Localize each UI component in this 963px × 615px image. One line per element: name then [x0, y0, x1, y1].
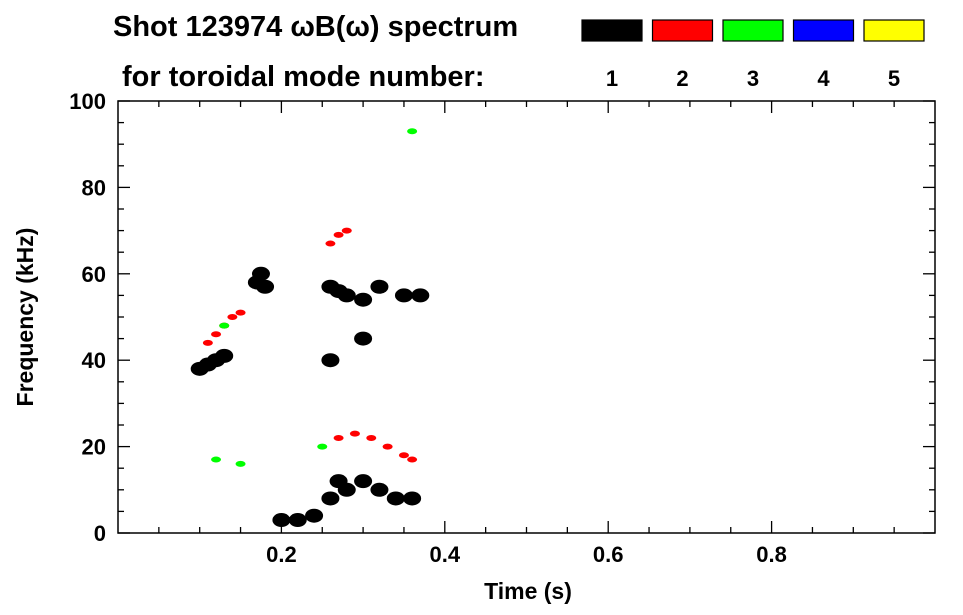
y-axis-label: Frequency (kHz)	[12, 228, 38, 407]
data-point	[366, 434, 377, 441]
axis-ticks: 0 20 40 60 80 100 0.2 0.4 0.6 0.8	[69, 89, 935, 567]
data-point	[288, 513, 307, 528]
data-point	[382, 443, 393, 450]
series-3	[211, 128, 418, 467]
series-1	[190, 266, 430, 528]
y-tick-label: 60	[82, 262, 106, 287]
data-point	[272, 513, 291, 528]
data-point	[333, 231, 344, 238]
x-tick-label: 0.8	[756, 542, 787, 567]
data-point	[354, 474, 373, 489]
legend-label-1: 1	[606, 66, 618, 91]
data-point	[317, 443, 328, 450]
data-point	[235, 460, 246, 467]
legend-label-5: 5	[888, 66, 900, 91]
x-tick-label: 0.2	[266, 542, 297, 567]
data-point	[215, 348, 234, 363]
data-point	[349, 430, 360, 437]
y-tick-label: 0	[94, 521, 106, 546]
data-point	[211, 456, 222, 463]
x-tick-label: 0.6	[593, 542, 624, 567]
data-point	[305, 508, 324, 523]
x-axis-label: Time (s)	[484, 578, 572, 604]
data-point	[325, 240, 336, 247]
data-point	[333, 434, 344, 441]
legend: 1 2 3 4 5	[581, 19, 925, 91]
data-point	[386, 491, 405, 506]
y-tick-label: 40	[82, 348, 106, 373]
data-point	[394, 288, 413, 303]
legend-swatch-4	[792, 19, 855, 42]
data-point	[256, 279, 275, 294]
legend-swatch-3	[722, 19, 784, 42]
data-point	[211, 331, 222, 338]
data-point	[403, 491, 422, 506]
y-tick-label: 20	[82, 435, 106, 460]
legend-swatch-1	[581, 19, 643, 42]
plot-frame	[117, 100, 936, 534]
spectrum-data	[190, 128, 430, 528]
x-tick-label: 0.4	[430, 542, 461, 567]
data-point	[341, 227, 352, 234]
plot-area: 0 20 40 60 80 100 0.2 0.4 0.6 0.8	[69, 89, 936, 567]
data-point	[370, 279, 389, 294]
data-point	[227, 314, 238, 320]
data-point	[337, 288, 356, 303]
chart-title: Shot 123974 ωB(ω) spectrum	[113, 11, 518, 43]
data-point	[370, 482, 389, 497]
y-tick-label: 100	[69, 89, 106, 114]
data-point	[321, 491, 340, 506]
legend-label-4: 4	[817, 66, 830, 91]
data-point	[354, 331, 373, 346]
legend-label-3: 3	[747, 66, 759, 91]
legend-label-2: 2	[676, 66, 688, 91]
legend-caption: for toroidal mode number:	[122, 61, 485, 93]
data-point	[337, 482, 356, 497]
data-point	[354, 292, 373, 307]
data-point	[219, 322, 230, 329]
data-point	[235, 309, 246, 316]
y-tick-label: 80	[82, 175, 106, 200]
data-point	[398, 452, 409, 459]
data-point	[407, 456, 418, 463]
data-point	[411, 288, 430, 303]
data-point	[321, 353, 340, 368]
series-2	[202, 227, 418, 463]
data-point	[407, 128, 418, 135]
legend-swatch-5	[863, 19, 925, 42]
data-point	[251, 266, 270, 281]
legend-swatch-2	[651, 19, 714, 42]
data-point	[202, 339, 213, 346]
